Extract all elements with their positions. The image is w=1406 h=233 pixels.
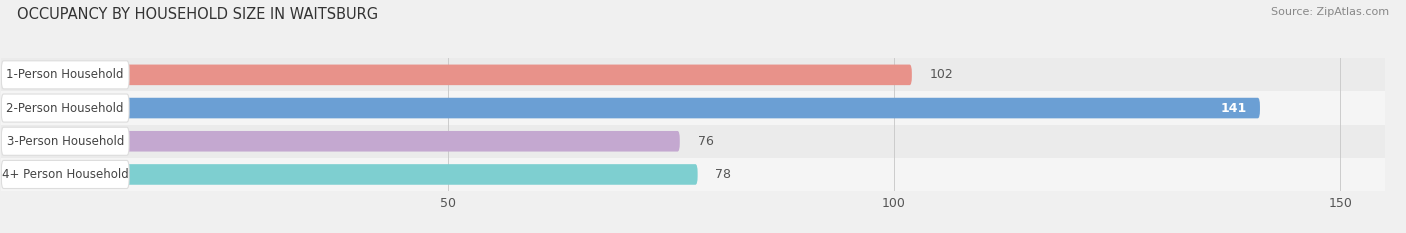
Text: Source: ZipAtlas.com: Source: ZipAtlas.com [1271,7,1389,17]
Text: 4+ Person Household: 4+ Person Household [1,168,128,181]
Text: 2-Person Household: 2-Person Household [7,102,124,115]
FancyBboxPatch shape [1,131,679,151]
Bar [1,58,1385,92]
Text: 76: 76 [697,135,713,148]
Text: 141: 141 [1220,102,1247,115]
Bar [1,92,1385,125]
Text: 78: 78 [716,168,731,181]
FancyBboxPatch shape [1,161,129,188]
FancyBboxPatch shape [1,61,129,89]
Text: 102: 102 [929,68,953,81]
Text: OCCUPANCY BY HOUSEHOLD SIZE IN WAITSBURG: OCCUPANCY BY HOUSEHOLD SIZE IN WAITSBURG [17,7,378,22]
FancyBboxPatch shape [1,127,129,155]
FancyBboxPatch shape [1,164,697,185]
Bar [1,125,1385,158]
Text: 1-Person Household: 1-Person Household [7,68,124,81]
FancyBboxPatch shape [1,98,1260,118]
Text: 3-Person Household: 3-Person Household [7,135,124,148]
FancyBboxPatch shape [1,65,912,85]
Bar [1,158,1385,191]
FancyBboxPatch shape [1,94,129,122]
